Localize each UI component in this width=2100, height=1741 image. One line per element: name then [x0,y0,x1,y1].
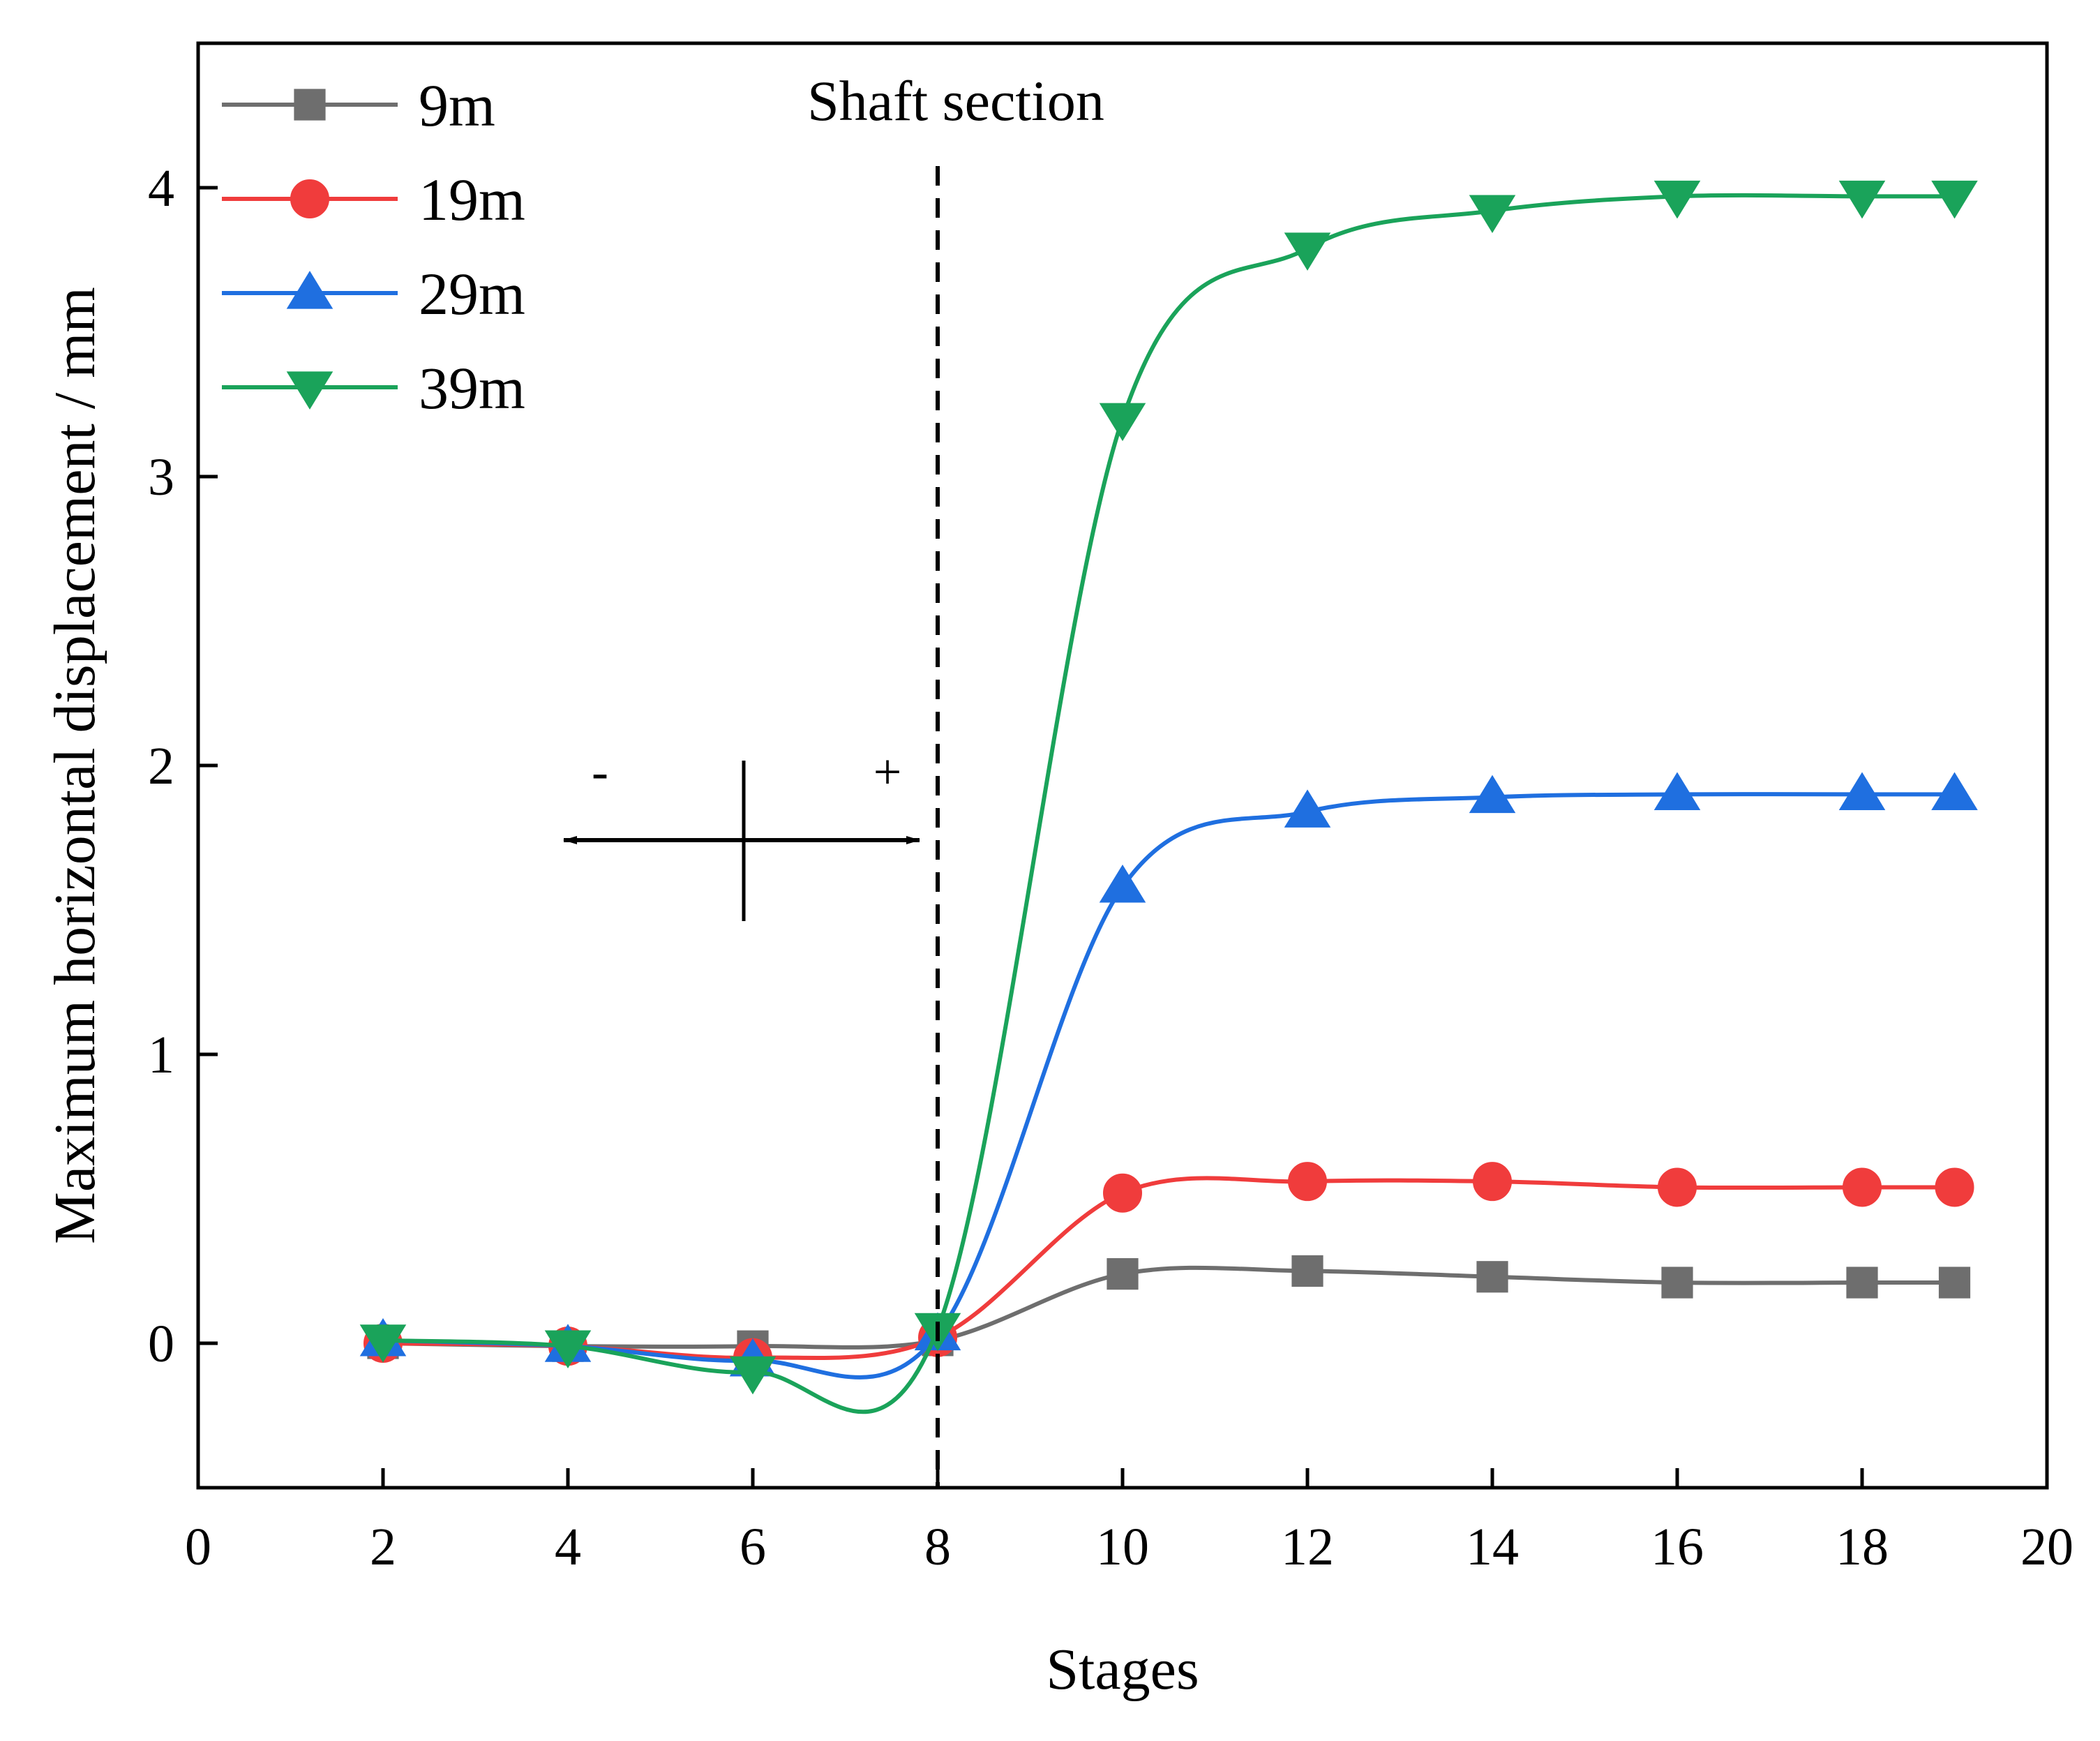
data-point-39m [1931,180,1978,219]
data-point-9m [1107,1258,1139,1290]
data-point-39m [1469,195,1516,234]
data-point-29m [1099,864,1146,903]
series-layer [359,180,1978,1414]
series-39m [359,180,1978,1414]
data-point-9m [1476,1261,1508,1293]
legend-marker-9m [294,89,326,121]
legend-label: 9m [419,72,495,139]
legend-label: 39m [419,354,525,421]
x-tick-label: 18 [1836,1518,1889,1576]
data-point-39m [544,1330,592,1369]
data-point-39m [1838,180,1886,219]
x-tick-label: 12 [1281,1518,1334,1576]
data-point-39m [1653,180,1701,219]
plus-sign: + [873,744,902,800]
series-line-9m [382,1265,1955,1350]
x-tick-label: 20 [2020,1518,2073,1576]
legend-item-29m: 29m [222,260,525,327]
y-tick-label: 0 [148,1315,174,1373]
y-tick-label: 4 [148,159,174,218]
data-point-29m [1284,789,1331,828]
data-point-29m [1838,772,1886,810]
legend-label: 29m [419,260,525,327]
legend-marker-29m [286,271,333,309]
data-point-9m [1291,1255,1323,1287]
series-line-39m [382,193,1955,1414]
data-point-39m [1284,232,1331,271]
x-axis-title: Stages [1046,1637,1199,1702]
data-point-39m [1099,403,1146,442]
legend-item-39m: 39m [222,354,525,421]
y-tick-label: 2 [148,737,174,795]
legend-marker-39m [286,371,333,410]
data-point-19m [1103,1173,1142,1213]
legend: 9m 19m 29m 39m [222,72,525,421]
data-point-9m [1938,1266,1971,1299]
y-axis-title: Maximum horizontal displacement / mm [43,287,107,1244]
minus-sign: - [592,744,608,800]
data-point-9m [1846,1266,1878,1299]
y-tick-label: 1 [148,1026,174,1084]
series-line-29m [382,792,1955,1380]
series-29m [359,772,1978,1380]
x-tick-label: 16 [1651,1518,1704,1576]
y-axis: 0 1 2 3 4 [148,159,218,1373]
x-tick-label: 2 [370,1518,396,1576]
data-point-19m [1935,1167,1974,1207]
data-point-19m [1473,1162,1512,1202]
data-point-39m [359,1324,407,1363]
series-9m [367,1255,1971,1362]
shaft-section-label: Shaft section [807,69,1104,133]
x-tick-label: 8 [924,1518,951,1576]
x-tick-label: 4 [555,1518,581,1576]
data-point-29m [1653,772,1701,810]
y-tick-label: 3 [148,448,174,507]
data-point-9m [1661,1266,1693,1299]
x-tick-label: 14 [1466,1518,1519,1576]
data-point-39m [729,1356,777,1395]
x-axis: 0 2 4 6 8 10 12 14 16 18 20 [185,1468,2073,1576]
legend-marker-19m [290,179,329,218]
data-point-19m [1288,1162,1327,1202]
legend-item-9m: 9m [222,72,495,139]
data-point-19m [1658,1167,1697,1207]
x-tick-label: 10 [1096,1518,1149,1576]
legend-label: 19m [419,166,525,233]
data-point-19m [1843,1167,1882,1207]
sign-convention: - + [563,744,920,921]
legend-item-19m: 19m [222,166,525,233]
data-point-29m [1931,772,1978,810]
data-point-29m [1469,775,1516,814]
x-tick-label: 6 [740,1518,766,1576]
x-tick-label: 0 [185,1518,211,1576]
